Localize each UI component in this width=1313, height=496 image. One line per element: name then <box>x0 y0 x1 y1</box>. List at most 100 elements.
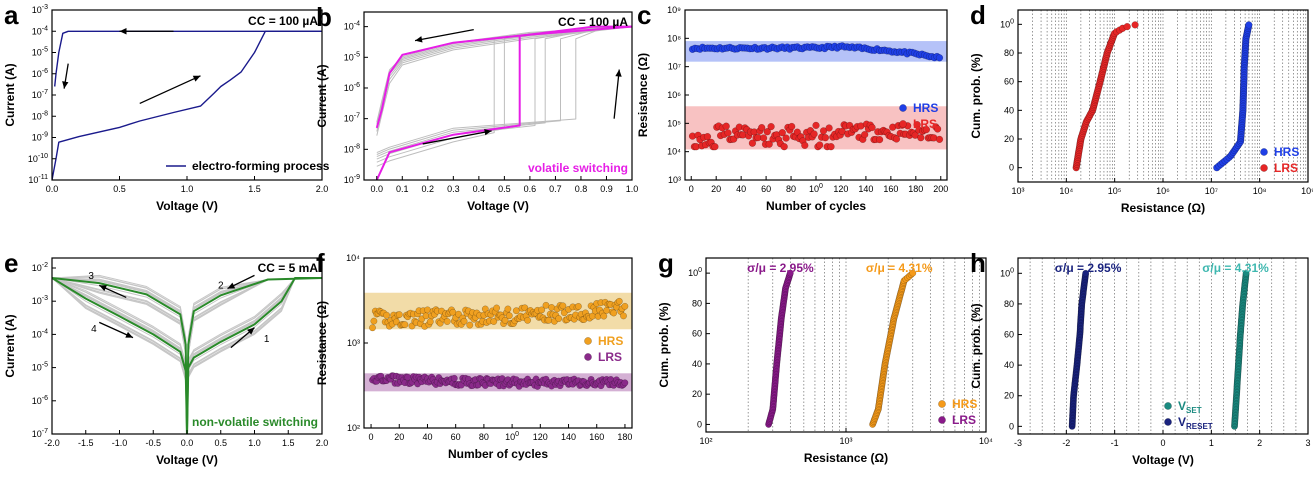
lrs-point <box>933 125 942 133</box>
x-tick-label: 0.9 <box>600 184 613 194</box>
y-tick-label: 80 <box>692 298 702 308</box>
y-tick-label: 10² <box>347 423 360 433</box>
lrs-point <box>810 130 818 138</box>
legend-marker-hrs <box>584 337 592 345</box>
gray-cycle-line <box>52 277 188 434</box>
hrs-point <box>443 318 451 325</box>
hrs-point <box>426 318 434 326</box>
hrs-point <box>545 316 553 324</box>
lrs-point <box>812 121 820 130</box>
x-tick-label: 1 <box>1209 438 1214 448</box>
hrs-point <box>548 304 556 311</box>
gray-cycle-line <box>186 277 322 433</box>
arrow-number-4: 4 <box>91 324 97 335</box>
legend-main: V <box>1178 399 1186 413</box>
x-tick-label: 0.0 <box>46 184 59 194</box>
y-tick-label: 10-7 <box>32 428 48 439</box>
cv-annotation-set: σ/μ = 4.31% <box>1202 261 1269 275</box>
y-tick-label: 10-9 <box>32 132 48 143</box>
x-tick-label: 100 <box>809 183 823 194</box>
legend-label-hrs: HRS <box>1274 145 1299 159</box>
x-tick-label: -3 <box>1014 438 1022 448</box>
x-tick-label: 10⁸ <box>1253 186 1267 196</box>
x-tick-label: -0.5 <box>145 438 161 448</box>
cv-annotation-hrs: σ/μ = 4.31% <box>866 261 933 275</box>
x-tick-label: 40 <box>422 432 432 442</box>
mode-label: volatile switching <box>528 161 628 175</box>
x-tick-label: 0.0 <box>371 184 384 194</box>
y-tick-label: 10-4 <box>32 25 48 36</box>
y-tick-label: 10-7 <box>32 89 48 100</box>
legend-marker-lrs <box>584 353 592 361</box>
arrow-head <box>227 282 236 289</box>
lrs-point <box>748 139 757 147</box>
plot-area <box>52 274 322 434</box>
hrs-point <box>935 54 944 62</box>
hrs-point <box>621 302 629 310</box>
legend-label-hrs: HRS <box>913 101 938 115</box>
lrs-point <box>1131 21 1139 29</box>
lrs-point <box>786 269 794 277</box>
y-tick-label: 10⁹ <box>667 5 681 15</box>
x-tick-label: 10⁶ <box>1156 186 1170 196</box>
y-tick-label: 10-8 <box>32 110 48 121</box>
panel-e: 1 2 3 4 CC = 5 mA non-volatile switching -2.0 -… <box>3 248 328 467</box>
y-tick-label: 100 <box>1000 267 1014 278</box>
legend-label-lrs: LRS <box>952 413 976 427</box>
arrow-line <box>139 75 201 105</box>
x-tick-label: 0.8 <box>575 184 588 194</box>
hrs-point <box>512 307 520 315</box>
hrs-point <box>542 301 550 309</box>
legend-marker-vset <box>1164 402 1172 410</box>
gray-cycle-line <box>52 277 188 433</box>
plot-area <box>375 25 632 180</box>
y-tick-label: 60 <box>1004 77 1014 87</box>
legend-label-lrs: LRS <box>1274 161 1298 175</box>
x-tick-label: 180 <box>617 432 632 442</box>
x-tick-label: -2.0 <box>44 438 60 448</box>
x-axis-label: Voltage (V) <box>156 453 218 467</box>
x-tick-label: -2 <box>1062 438 1070 448</box>
panel-letter: b <box>316 2 332 32</box>
x-tick-label: 180 <box>908 184 923 194</box>
hrs-point <box>369 324 376 332</box>
panel-letter: c <box>637 0 651 30</box>
x-tick-label: 10³ <box>839 436 852 446</box>
gray-cycle-line <box>52 277 188 431</box>
lrs-point <box>801 141 809 150</box>
hrs-point <box>1245 21 1253 29</box>
arrow-4 <box>98 321 134 339</box>
y-tick-label: 10-6 <box>344 82 360 93</box>
gray-cycle-line <box>52 277 188 432</box>
lrs-point <box>703 132 712 141</box>
legend-label-lrs: LRS <box>913 117 937 131</box>
x-tick-label: 1.0 <box>626 184 639 194</box>
x-tick-label: 140 <box>561 432 576 442</box>
y-tick-label: 10-5 <box>32 47 48 58</box>
panel-g: σ/μ = 2.95% σ/μ = 4.31% HRS LRS 10² 10³ 10⁴ 0 20… <box>657 248 993 465</box>
arrow-up <box>613 69 622 119</box>
lrs-point <box>819 127 828 135</box>
legend-marker-hrs <box>938 400 946 408</box>
y-tick-label: 10-6 <box>32 68 48 79</box>
cv-annotation-reset: σ/μ = 2.95% <box>1055 261 1122 275</box>
lrs-point <box>827 143 835 151</box>
lrs-point <box>1123 22 1131 31</box>
x-tick-label: 0.0 <box>181 438 194 448</box>
y-axis-label: Resistance (Ω) <box>636 53 650 137</box>
hrs-point <box>501 316 509 324</box>
legend-main: V <box>1178 415 1186 429</box>
lrs-point <box>758 123 766 132</box>
y-tick-label: 10-4 <box>32 328 48 339</box>
y-tick-label: 10-11 <box>28 174 48 185</box>
legend-marker-hrs <box>1260 148 1268 156</box>
y-tick-label: 40 <box>1004 105 1014 115</box>
gray-cycle-line <box>52 277 188 432</box>
arrow-number-3: 3 <box>88 271 94 282</box>
plot-area <box>685 41 947 151</box>
arrow-2 <box>227 274 255 290</box>
lrs-point <box>711 143 719 151</box>
y-tick-label: 10⁸ <box>667 33 681 43</box>
